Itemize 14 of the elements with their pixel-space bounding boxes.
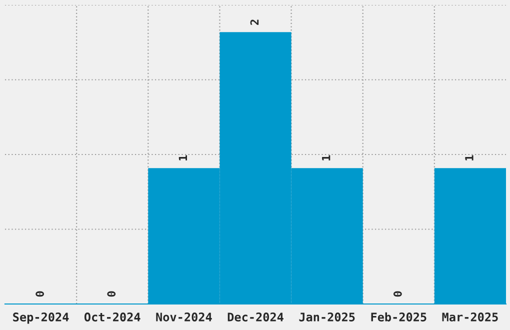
x-tick-label: Sep-2024 xyxy=(13,312,69,324)
x-tick-label: Mar-2025 xyxy=(442,312,498,322)
x-tick-label: Oct-2024 xyxy=(84,312,140,322)
data-label: 0 xyxy=(393,291,402,297)
data-label: 1 xyxy=(178,155,187,160)
data-label: 0 xyxy=(36,291,44,297)
data-label: 1 xyxy=(322,155,330,160)
data-label: 2 xyxy=(250,20,259,25)
x-tick-label: Nov-2024 xyxy=(156,312,212,322)
x-tick-label: Feb-2025 xyxy=(371,312,426,322)
data-label: 1 xyxy=(465,155,474,160)
x-tick-label: Jan-2025 xyxy=(299,312,355,322)
x-tick-label: Dec-2024 xyxy=(228,312,284,322)
data-label: 0 xyxy=(107,291,116,297)
